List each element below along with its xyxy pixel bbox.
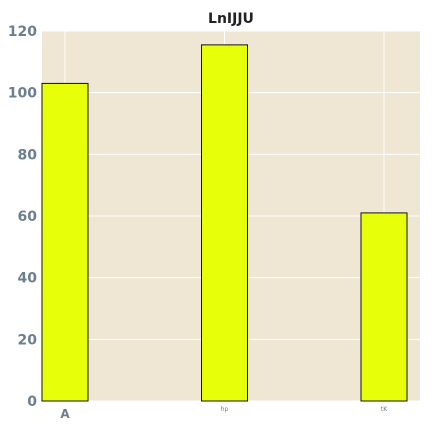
- x-tick-label: tK: [381, 406, 388, 413]
- y-tick-label: 120: [8, 24, 37, 40]
- y-tick-label: 0: [27, 394, 37, 410]
- bar-tK: [360, 212, 408, 402]
- y-tick-label: 100: [8, 86, 37, 102]
- y-tick-label: 20: [18, 332, 38, 348]
- y-tick-label: 60: [18, 209, 38, 225]
- bar-A: [41, 82, 89, 402]
- y-axis: 0 20 40 60 80 100 120: [8, 24, 37, 410]
- bar-hp: [201, 44, 248, 402]
- x-tick-label: A: [60, 407, 70, 421]
- x-tick-label: hp: [221, 406, 229, 413]
- y-tick-label: 40: [18, 271, 38, 287]
- chart-title: LnIJJU: [208, 11, 254, 27]
- y-tick-label: 80: [18, 147, 38, 163]
- bars: [41, 44, 408, 402]
